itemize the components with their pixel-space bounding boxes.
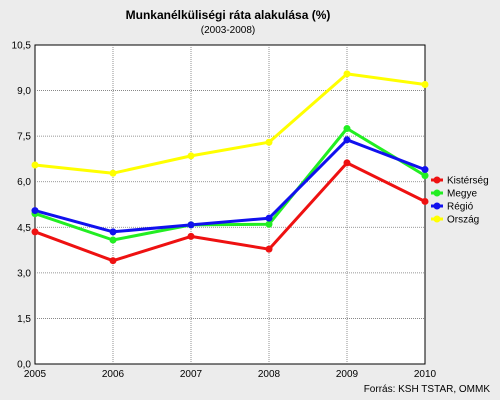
legend-label: Régió xyxy=(447,202,474,213)
series-0-point xyxy=(343,159,351,167)
series-0-point xyxy=(31,228,39,236)
series-3-point xyxy=(265,138,273,146)
series-0-point xyxy=(265,245,273,253)
y-tick-label: 4,5 xyxy=(17,223,31,234)
x-tick-label: 2008 xyxy=(258,369,281,380)
y-tick-label: 0,0 xyxy=(17,360,31,371)
legend: Kistérség Megye Régió Ország xyxy=(431,176,489,226)
series-3-line xyxy=(34,72,426,175)
y-tick-label: 9,0 xyxy=(17,86,31,97)
series-1-line xyxy=(34,127,426,242)
legend-label: Megye xyxy=(447,189,477,200)
y-axis-tick-labels: 0,0 1,5 3,0 4,5 6,0 7,5 9,0 10,5 xyxy=(12,41,32,371)
series-1-point xyxy=(343,125,351,133)
legend-swatch-marker xyxy=(433,202,441,210)
series-1-point xyxy=(265,220,273,228)
x-tick-label: 2006 xyxy=(102,369,125,380)
legend-label: Kistérség xyxy=(447,176,489,187)
x-tick-label: 2009 xyxy=(336,369,359,380)
legend-swatch-marker xyxy=(433,215,441,223)
legend-swatch-marker xyxy=(433,189,441,197)
x-axis-tick-labels: 2005 2006 2007 2008 2009 2010 xyxy=(24,369,437,380)
source-note: Forrás: KSH TSTAR, OMMK xyxy=(364,384,491,395)
x-tick-label: 2007 xyxy=(180,369,203,380)
series-2-point xyxy=(343,136,351,144)
x-tick-label: 2005 xyxy=(24,369,47,380)
series-points xyxy=(31,70,429,265)
y-tick-label: 1,5 xyxy=(17,314,31,325)
x-tick-label: 2010 xyxy=(414,369,437,380)
legend-swatch-marker xyxy=(433,176,441,184)
plot-area xyxy=(34,44,426,365)
series-0-point xyxy=(187,232,195,240)
y-tick-label: 10,5 xyxy=(12,41,32,52)
series-2-point xyxy=(109,228,117,236)
series-3-point xyxy=(31,161,39,169)
series-2-point xyxy=(31,207,39,215)
series-3-point xyxy=(109,169,117,177)
series-3-point xyxy=(421,80,429,88)
series-3-point xyxy=(343,70,351,78)
series-lines xyxy=(34,72,426,263)
series-2-line xyxy=(34,138,426,234)
series-1-point xyxy=(109,236,117,244)
series-0-line xyxy=(34,161,426,263)
y-tick-label: 6,0 xyxy=(17,177,31,188)
series-2-point xyxy=(421,166,429,174)
y-tick-label: 7,5 xyxy=(17,132,31,143)
series-3-point xyxy=(187,152,195,160)
series-0-point xyxy=(421,197,429,205)
series-0-point xyxy=(109,257,117,265)
chart-title: Munkanélküliségi ráta alakulása (%) xyxy=(126,8,331,22)
y-tick-label: 3,0 xyxy=(17,268,31,279)
series-2-point xyxy=(265,214,273,222)
legend-label: Ország xyxy=(447,215,479,226)
chart-subtitle: (2003-2008) xyxy=(201,25,255,36)
series-2-point xyxy=(187,221,195,229)
series-1-point xyxy=(421,172,429,180)
